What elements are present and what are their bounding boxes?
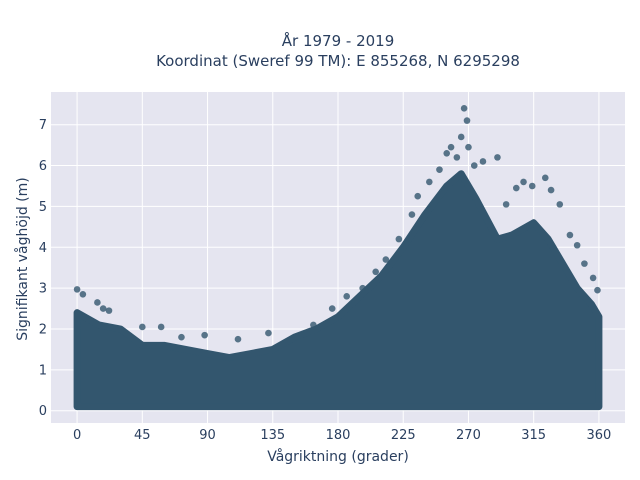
y-tick-label: 1 [39,363,47,378]
x-tick-label: 135 [260,428,285,443]
data-point [94,299,101,306]
data-point [589,274,597,282]
y-axis-title: Signifikant våghöjd (m) [14,177,31,340]
data-point [512,184,520,192]
data-cloud-envelope [73,170,603,411]
x-tick-label: 180 [326,428,351,443]
x-tick-label: 360 [586,428,611,443]
x-axis-title: Vågriktning (grader) [267,448,409,465]
data-point [453,154,461,161]
y-axis-ticks: 0 1 2 3 4 5 6 7 [39,118,47,419]
data-point [573,241,581,249]
data-point [310,321,317,329]
data-point [460,105,468,112]
data-point [178,333,185,341]
data-point [502,201,510,208]
data-point [382,256,390,263]
data-point [528,182,536,190]
data-point [541,174,549,182]
y-tick-label: 0 [39,404,47,419]
x-tick-label: 90 [199,428,216,443]
data-point [463,117,471,124]
data-point [436,166,443,173]
x-tick-label: 225 [391,428,416,443]
data-point [372,268,379,276]
x-tick-label: 0 [73,428,81,443]
x-tick-label: 315 [521,428,546,443]
data-point [414,192,422,200]
data-point [494,154,501,161]
data-point [581,260,588,267]
x-tick-label: 270 [456,428,481,443]
data-point [79,290,87,298]
data-point [157,323,165,331]
chart-title-line1: År 1979 - 2019 [282,31,395,50]
data-point [359,284,366,292]
data-point [105,307,113,314]
data-point [443,149,451,157]
y-tick-label: 2 [39,323,47,338]
data-point [234,335,242,343]
data-points [73,105,601,343]
data-point [139,323,146,331]
data-point [73,286,81,293]
data-point [328,305,336,312]
data-point [426,178,433,186]
y-tick-label: 6 [39,159,47,174]
data-point [547,186,555,194]
data-cloud [73,170,603,411]
y-tick-label: 3 [39,282,47,297]
data-point [99,305,107,312]
data-point [556,201,564,208]
data-point [408,211,416,218]
x-axis-ticks: 0 45 90 135 180 225 270 315 360 [73,428,611,443]
data-point [457,133,465,141]
x-tick-label: 45 [134,428,151,443]
data-point [566,231,574,239]
data-point [265,329,272,337]
data-point [594,286,601,294]
data-point [395,235,403,243]
y-tick-label: 4 [39,241,47,256]
data-point [470,162,478,169]
y-tick-label: 7 [39,118,47,133]
data-point [343,293,350,300]
data-point [465,143,472,151]
chart-title-line2: Koordinat (Sweref 99 TM): E 855268, N 62… [156,52,520,70]
data-point [201,331,208,339]
data-point [479,158,487,165]
data-point [447,143,455,151]
data-point [520,178,527,186]
y-tick-label: 5 [39,200,47,215]
